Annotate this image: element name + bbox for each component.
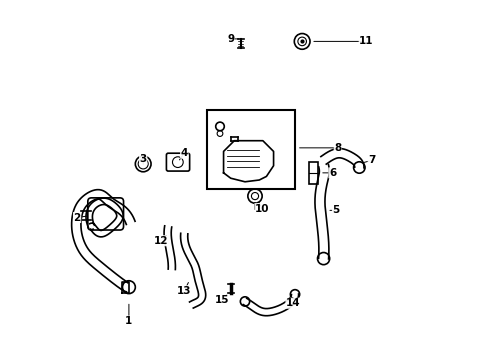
Text: 8: 8: [334, 143, 342, 153]
Text: 2: 2: [74, 212, 81, 222]
Text: 12: 12: [154, 236, 168, 246]
Text: 11: 11: [359, 36, 374, 46]
Bar: [309, 162, 318, 184]
Text: 15: 15: [215, 295, 229, 305]
Text: 9: 9: [227, 34, 234, 44]
Text: 6: 6: [329, 168, 336, 178]
FancyBboxPatch shape: [88, 198, 123, 230]
Text: 4: 4: [181, 148, 188, 158]
Text: 14: 14: [286, 298, 300, 308]
Text: 3: 3: [140, 154, 147, 164]
Bar: [207, 111, 295, 189]
Text: 1: 1: [125, 316, 132, 326]
Text: 13: 13: [177, 286, 192, 296]
Text: 7: 7: [368, 156, 375, 165]
Text: 10: 10: [255, 203, 270, 213]
Text: 5: 5: [333, 205, 340, 215]
FancyBboxPatch shape: [167, 153, 190, 171]
Polygon shape: [223, 141, 273, 182]
